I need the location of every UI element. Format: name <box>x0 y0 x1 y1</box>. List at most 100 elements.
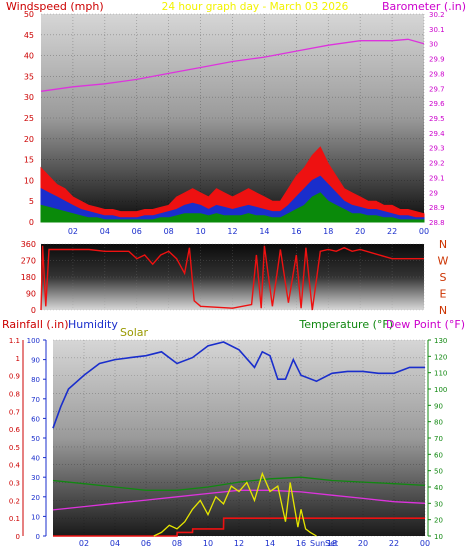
temperature-x-tick-label: 10 <box>203 539 213 548</box>
sunrise-label: Sun <box>310 539 325 548</box>
humidity-tick-label: 20 <box>31 494 40 502</box>
wind-x-tick-label: 10 <box>195 227 205 236</box>
rainfall-tick-label: 0.4 <box>9 462 21 470</box>
temperature-tick-label: 130 <box>434 337 447 345</box>
temperature-tick-label: 30 <box>434 500 443 508</box>
wind-y-tick-label: 0 <box>29 218 34 227</box>
wind-x-tick-label: 20 <box>355 227 365 236</box>
temperature-x-axis-ticks: 02 04 06 08 10 12 14 16 18 20 22 00 <box>79 539 430 548</box>
temperature-tick-label: 90 <box>434 402 443 410</box>
temperature-x-tick-label: 20 <box>358 539 368 548</box>
chart-title: 24 hour graph day - March 03 2026 <box>162 1 349 13</box>
barometer-y-tick-label: 29.2 <box>429 160 445 168</box>
humidity-tick-label: 100 <box>27 337 40 345</box>
rainfall-tick-label: 1 <box>16 355 20 363</box>
temperature-x-tick-label: 00 <box>420 539 430 548</box>
direction-series <box>40 245 424 311</box>
wind-y-tick-label: 35 <box>24 72 34 81</box>
rainfall-line <box>53 517 425 537</box>
wind-y-tick-label: 50 <box>24 10 34 19</box>
rainfall-tick-label: 0.7 <box>9 408 20 416</box>
wind-x-tick-label: 12 <box>227 227 237 236</box>
direction-cardinal-label: W <box>438 255 449 268</box>
humidity-tick-label: 50 <box>31 435 40 443</box>
temperature-tick-label: 50 <box>434 468 443 476</box>
humidity-tick-label: 40 <box>31 455 40 463</box>
humidity-axis-label: Humidity <box>68 318 118 331</box>
direction-cardinal-label: N <box>439 238 447 251</box>
barometer-y-tick-label: 30 <box>429 41 438 49</box>
solar-line <box>153 471 317 537</box>
temperature-x-tick-label: 16 <box>296 539 306 548</box>
direction-y-tick-label: 270 <box>21 257 36 266</box>
wind-y-tick-label: 5 <box>29 197 34 206</box>
wind-x-tick-label: 14 <box>259 227 269 236</box>
humidity-tick-label: 70 <box>31 396 40 404</box>
temperature-tick-label: 20 <box>434 517 443 525</box>
barometer-y-tick-label: 28.8 <box>429 219 445 227</box>
temperature-tick-label: 70 <box>434 435 443 443</box>
wind-min-area <box>40 192 425 223</box>
humidity-tick-label: 80 <box>31 376 40 384</box>
wind-x-tick-label: 04 <box>100 227 110 236</box>
barometer-y-tick-label: 29 <box>429 189 438 197</box>
humidity-line <box>52 341 425 429</box>
barometer-y-tick-label: 29.3 <box>429 145 445 153</box>
temperature-x-tick-label: 04 <box>110 539 120 548</box>
direction-gridlines <box>41 243 425 311</box>
temperature-line <box>52 476 426 491</box>
humidity-tick-label: 0 <box>36 533 40 541</box>
wind-y-tick-label: 45 <box>24 31 34 40</box>
solar-axis-label: Solar <box>120 326 149 339</box>
direction-y-tick-label: 0 <box>31 306 36 315</box>
rainfall-tick-label: 0.3 <box>9 480 20 488</box>
dew-point-line <box>52 489 426 511</box>
temperature-plot-background <box>53 340 425 536</box>
sunset-label: Set <box>325 539 338 548</box>
wind-x-tick-label: 02 <box>68 227 78 236</box>
barometer-y-tick-label: 29.8 <box>429 70 445 78</box>
temperature-tick-label: 120 <box>434 353 447 361</box>
temperature-tick-label: 60 <box>434 451 443 459</box>
wind-y-tick-label: 15 <box>24 156 34 165</box>
direction-cardinal-label: S <box>440 271 447 284</box>
barometer-y-tick-label: 29.4 <box>429 130 445 138</box>
temperature-axis-label: Temperature (°F) <box>298 318 393 331</box>
barometer-y-tick-label: 29.5 <box>429 115 445 123</box>
temperature-axes: 0 0.1 0.2 0.3 0.4 0.5 0.6 0.7 0.8 0.9 1 1.1 0 10 20 30 4… <box>9 337 448 541</box>
wind-y-tick-label: 25 <box>24 114 34 123</box>
wind-x-tick-label: 22 <box>387 227 397 236</box>
temperature-tick-label: 110 <box>434 370 447 378</box>
humidity-tick-label: 10 <box>31 513 40 521</box>
wind-y-tick-label: 30 <box>24 93 34 102</box>
direction-y-tick-label: 360 <box>21 240 36 249</box>
wind-x-axis-ticks: 02 04 06 08 10 12 14 16 18 20 22 00 <box>68 227 429 236</box>
barometer-y-tick-label: 30.2 <box>429 11 445 19</box>
barometer-y-axis-ticks: 28.8 28.9 29 29.1 29.2 29.3 29.4 29.5 29.6 29.7 29… <box>429 11 445 227</box>
temperature-panel: 0 0.1 0.2 0.3 0.4 0.5 0.6 0.7 0.8 0.9 1 1.1 0 10 20 30 4… <box>2 318 465 548</box>
wind-y-tick-label: 40 <box>24 52 34 61</box>
wind-x-tick-label: 06 <box>132 227 142 236</box>
barometer-y-tick-label: 30.1 <box>429 26 445 34</box>
humidity-tick-label: 30 <box>31 474 40 482</box>
direction-y-tick-label: 90 <box>26 290 36 299</box>
barometer-line <box>40 38 425 92</box>
temperature-tick-label: 40 <box>434 484 443 492</box>
temperature-x-tick-label: 06 <box>141 539 151 548</box>
wind-x-tick-label: 16 <box>291 227 301 236</box>
rainfall-tick-label: 0.2 <box>9 497 20 505</box>
rainfall-tick-label: 0.9 <box>9 373 20 381</box>
rainfall-axis-label: Rainfall (.in) <box>2 318 69 331</box>
wind-x-tick-label: 00 <box>419 227 429 236</box>
direction-y-axis-ticks: 0 90 180 270 360 <box>21 240 36 315</box>
wind-y-tick-label: 10 <box>24 176 34 185</box>
rainfall-tick-label: 0.1 <box>9 515 20 523</box>
wind-x-tick-label: 08 <box>164 227 174 236</box>
temperature-x-tick-label: 18 <box>327 539 337 548</box>
temperature-tick-label: 10 <box>434 533 443 541</box>
temperature-x-tick-label: 02 <box>79 539 89 548</box>
barometer-y-tick-label: 29.7 <box>429 85 445 93</box>
